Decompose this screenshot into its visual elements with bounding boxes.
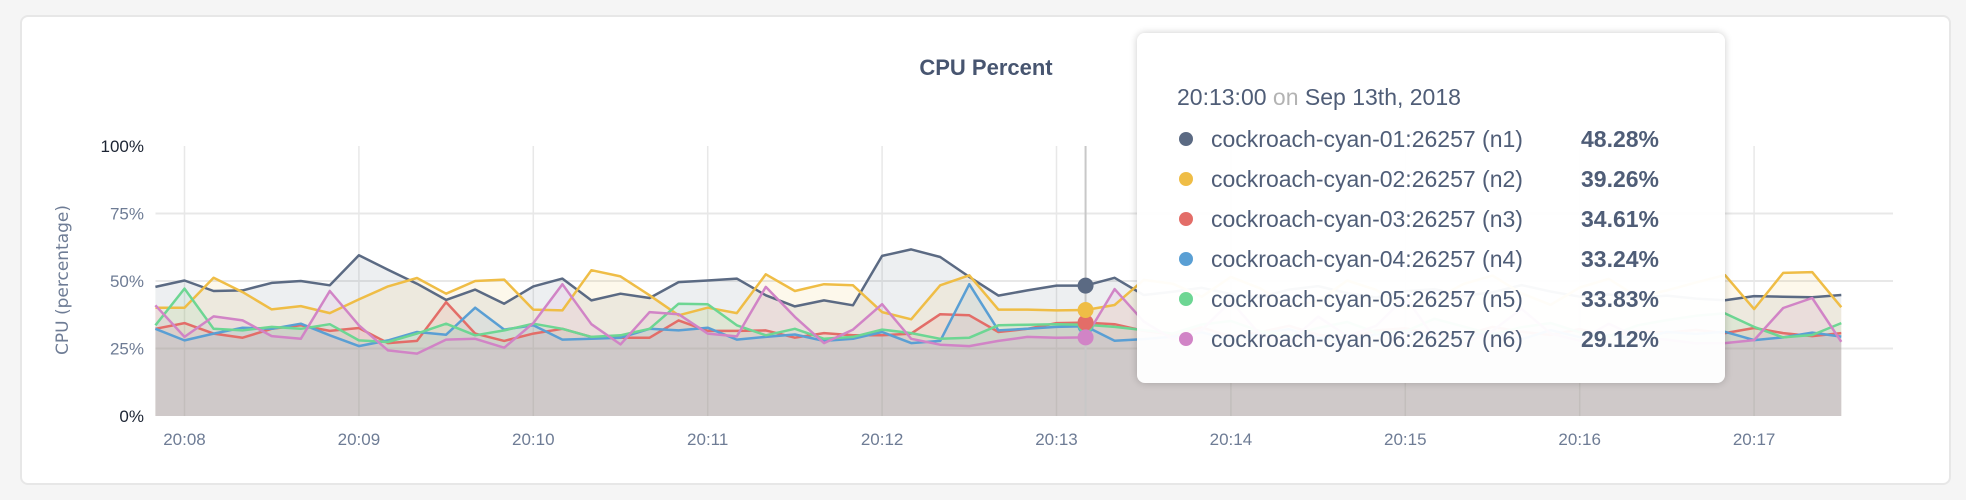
tooltip-series-value: 29.12% [1581, 325, 1660, 352]
x-tick-label: 20:11 [687, 430, 728, 449]
tooltip-on: on [1272, 84, 1299, 110]
x-tick-label: 20:17 [1733, 430, 1776, 449]
tooltip-series-label: cockroach-cyan-03:26257 (n3) [1211, 205, 1523, 232]
hover-dot-n6 [1077, 329, 1094, 346]
y-axis-ticks: 0% 25% 50% 75% 100% [101, 137, 144, 426]
series-dot-icon [1179, 292, 1193, 306]
tooltip-series-value: 39.26% [1581, 165, 1660, 192]
x-tick-label: 20:08 [163, 430, 206, 449]
x-tick-label: 20:10 [512, 430, 555, 449]
hover-dot-n1 [1077, 277, 1094, 294]
tooltip-date: Sep 13th, 2018 [1304, 84, 1461, 110]
hover-dots [1077, 277, 1094, 346]
x-tick-label: 20:14 [1210, 430, 1253, 449]
hover-tooltip: 20:13:00 on Sep 13th, 2018 cockroach-cya… [1137, 33, 1725, 383]
series-dot-icon [1179, 132, 1193, 146]
tooltip-series-label: cockroach-cyan-01:26257 (n1) [1211, 125, 1523, 152]
series-dot-icon [1179, 332, 1193, 346]
x-tick-label: 20:12 [861, 430, 904, 449]
series-dot-icon [1179, 172, 1193, 186]
tooltip-time: 20:13:00 [1177, 84, 1267, 110]
tooltip-row: cockroach-cyan-05:26257 (n5) 33.83% [1177, 279, 1725, 319]
y-axis-label: CPU (percentage) [53, 205, 73, 355]
tooltip-row: cockroach-cyan-01:26257 (n1) 48.28% [1177, 119, 1725, 159]
y-tick-label: 100% [101, 137, 144, 156]
tooltip-series-value: 33.83% [1581, 285, 1660, 312]
x-tick-label: 20:13 [1035, 430, 1078, 449]
tooltip-series-label: cockroach-cyan-06:26257 (n6) [1211, 325, 1523, 352]
series-dot-icon [1179, 212, 1193, 226]
tooltip-header: 20:13:00 on Sep 13th, 2018 [1177, 77, 1725, 117]
x-tick-label: 20:15 [1384, 430, 1427, 449]
x-tick-label: 20:16 [1558, 430, 1601, 449]
tooltip-series-value: 48.28% [1581, 125, 1660, 152]
y-tick-label: 0% [119, 407, 144, 426]
tooltip-series-label: cockroach-cyan-05:26257 (n5) [1211, 285, 1523, 312]
hover-dot-n3 [1077, 314, 1094, 331]
tooltip-row: cockroach-cyan-02:26257 (n2) 39.26% [1177, 159, 1725, 199]
tooltip-series-label: cockroach-cyan-04:26257 (n4) [1211, 245, 1523, 272]
x-tick-label: 20:09 [338, 430, 381, 449]
series-area-n4 [155, 284, 1842, 416]
tooltip-row: cockroach-cyan-06:26257 (n6) 29.12% [1177, 319, 1725, 359]
y-tick-label: 75% [110, 205, 144, 224]
tooltip-series-value: 34.61% [1581, 205, 1660, 232]
tooltip-row: cockroach-cyan-04:26257 (n4) 33.24% [1177, 239, 1725, 279]
hover-dot-n2 [1077, 301, 1094, 318]
series-area-n3 [155, 302, 1842, 416]
series-dot-icon [1179, 252, 1193, 266]
y-tick-label: 25% [110, 340, 144, 359]
chart-title: CPU Percent [919, 55, 1053, 80]
tooltip-row: cockroach-cyan-03:26257 (n3) 34.61% [1177, 199, 1725, 239]
series-area-n6 [155, 284, 1842, 416]
tooltip-series-value: 33.24% [1581, 245, 1660, 272]
tooltip-series-label: cockroach-cyan-02:26257 (n2) [1211, 165, 1523, 192]
series-area-n5 [155, 288, 1842, 416]
x-axis-ticks: 20:08 20:09 20:10 20:11 20:12 20:13 20:14 20:15… [163, 430, 1775, 449]
y-tick-label: 50% [110, 272, 144, 291]
